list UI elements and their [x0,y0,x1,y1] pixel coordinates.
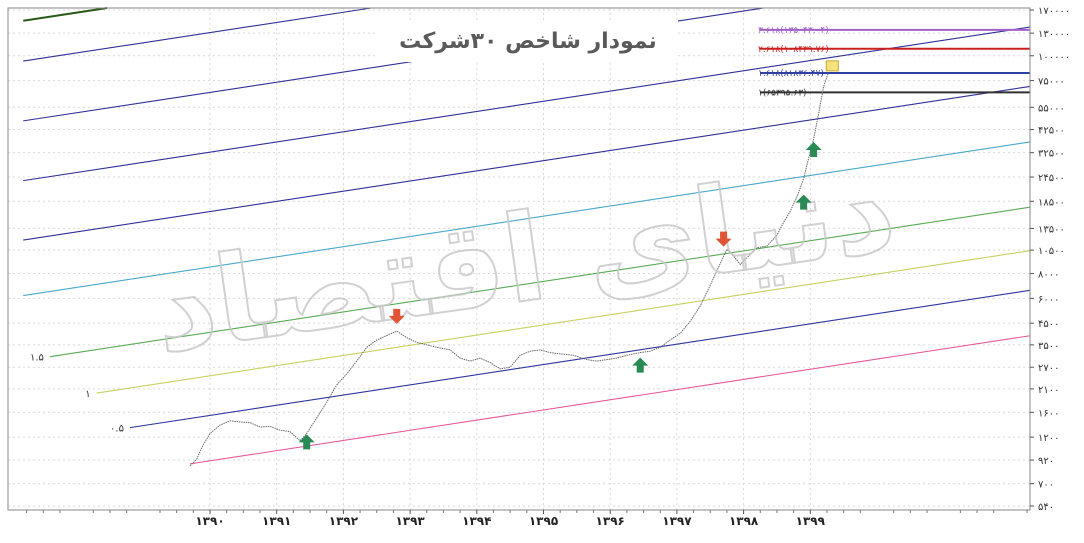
down-arrow-icon [388,308,405,324]
title-box: نمودار شاخص ۳۰شرکت [378,20,678,62]
up-arrow-icon [795,194,812,210]
series-group [189,60,839,467]
y-tick-label: ۳۲۵۰۰ [1038,149,1065,160]
down-arrow-icon [715,231,732,247]
y-tick-label: ۴۵۰۰ [1038,319,1059,330]
fib-label: ۲.۶۱۸(۱۰۸۴۳۹.۷۶) [758,45,829,55]
fib-label: ۱.۶۱۸(۸۱۸۳۶.۴۷) [758,69,824,79]
end-marker [825,60,839,72]
channel-line [23,85,1031,241]
up-arrow-icon [298,434,315,450]
channel-line [49,206,1031,358]
fib-label: ۱(۶۵۳۹۵.۶۳) [758,88,807,98]
y-tick-label: ۱۷۰۰۰۰ [1038,6,1070,17]
y-tick-label: ۱۲۰۰ [1038,433,1059,444]
y-tick-label: ۸۰۰۰ [1038,270,1059,281]
fib-label: ۳.۶۱۸(۱۳۵۰۴۳.۰۴) [758,26,829,36]
x-tick-label: ۱۳۹۸ [729,514,759,528]
x-tick-label: ۱۳۹۲ [329,514,359,528]
channel-label: ۰.۵ [110,424,124,435]
y-tick-label: ۷۰۰ [1038,480,1054,491]
y-tick-label: ۵۵۰۰۰ [1038,103,1065,114]
y-tick-label: ۱۳۰۰۰۰ [1038,29,1070,40]
channel-line [23,7,108,22]
y-tick-label: ۱۸۵۰۰ [1038,197,1065,208]
x-tick-label: ۱۳۹۶ [596,514,625,528]
y-tick-label: ۱۳۵۰۰ [1038,224,1065,235]
y-tick-label: ۴۲۵۰۰ [1038,126,1065,137]
channel-line [23,141,1031,297]
grid [8,8,1030,510]
x-tick-label: ۱۳۹۵ [529,514,558,528]
fib-levels: ۳.۶۱۸(۱۳۵۰۴۳.۰۴) ۲.۶۱۸(۱۰۸۴۳۹.۷۶) ۱.۶۱۸(۸۱… [758,26,1030,98]
y-tick-label: ۳۵۰۰ [1038,341,1059,352]
arrows [298,142,822,450]
y-tick-label: ۲۱۰۰ [1038,385,1059,396]
y-tick-label: ۲۷۰۰ [1038,363,1059,374]
plot-border [7,7,1031,511]
axes: ۱۷۰۰۰۰ ۱۳۰۰۰۰ ۱۰۰۰۰۰ ۷۵۰۰۰ ۵۵۰۰۰ ۴۲۵۰۰ ۳۲۵۰۰ ۲۴… [7,6,1070,528]
channel-line [96,250,1031,394]
channel-line [129,289,1031,429]
channel-label: ۱ [85,389,90,400]
x-tick-label: ۱۳۹۴ [462,514,491,528]
y-tick-label: ۱۰۰۰۰۰ [1038,52,1070,63]
y-tick-label: ۵۴۰ [1038,502,1054,513]
up-arrow-icon [632,357,649,373]
x-tick-label: ۱۳۹۳ [395,514,425,528]
y-tick-label: ۷۵۰۰۰ [1038,77,1065,88]
y-tick-label: ۱۶۰۰ [1038,408,1059,419]
chart-title: نمودار شاخص ۳۰شرکت [399,28,657,54]
regression-channels: ۰.۵ ۱ ۱.۵ [23,7,1031,465]
y-tick-label: ۲۴۵۰۰ [1038,173,1065,184]
y-tick-label: ۱۰۵۰۰ [1038,246,1065,257]
channel-line [23,7,372,62]
x-tick-label: ۱۳۹۷ [662,514,692,528]
series-line [189,72,829,467]
x-tick-label: ۱۳۹۹ [796,514,826,528]
y-tick-label: ۹۲۰ [1038,456,1054,467]
x-tick-label: ۱۳۹۱ [262,514,291,528]
channel-line [189,335,1031,465]
y-tick-label: ۶۰۰۰ [1038,294,1059,305]
channel-line [23,26,1031,182]
channel-label: ۱.۵ [30,353,44,364]
up-arrow-icon [805,142,822,158]
x-tick-label: ۱۳۹۰ [195,514,224,528]
